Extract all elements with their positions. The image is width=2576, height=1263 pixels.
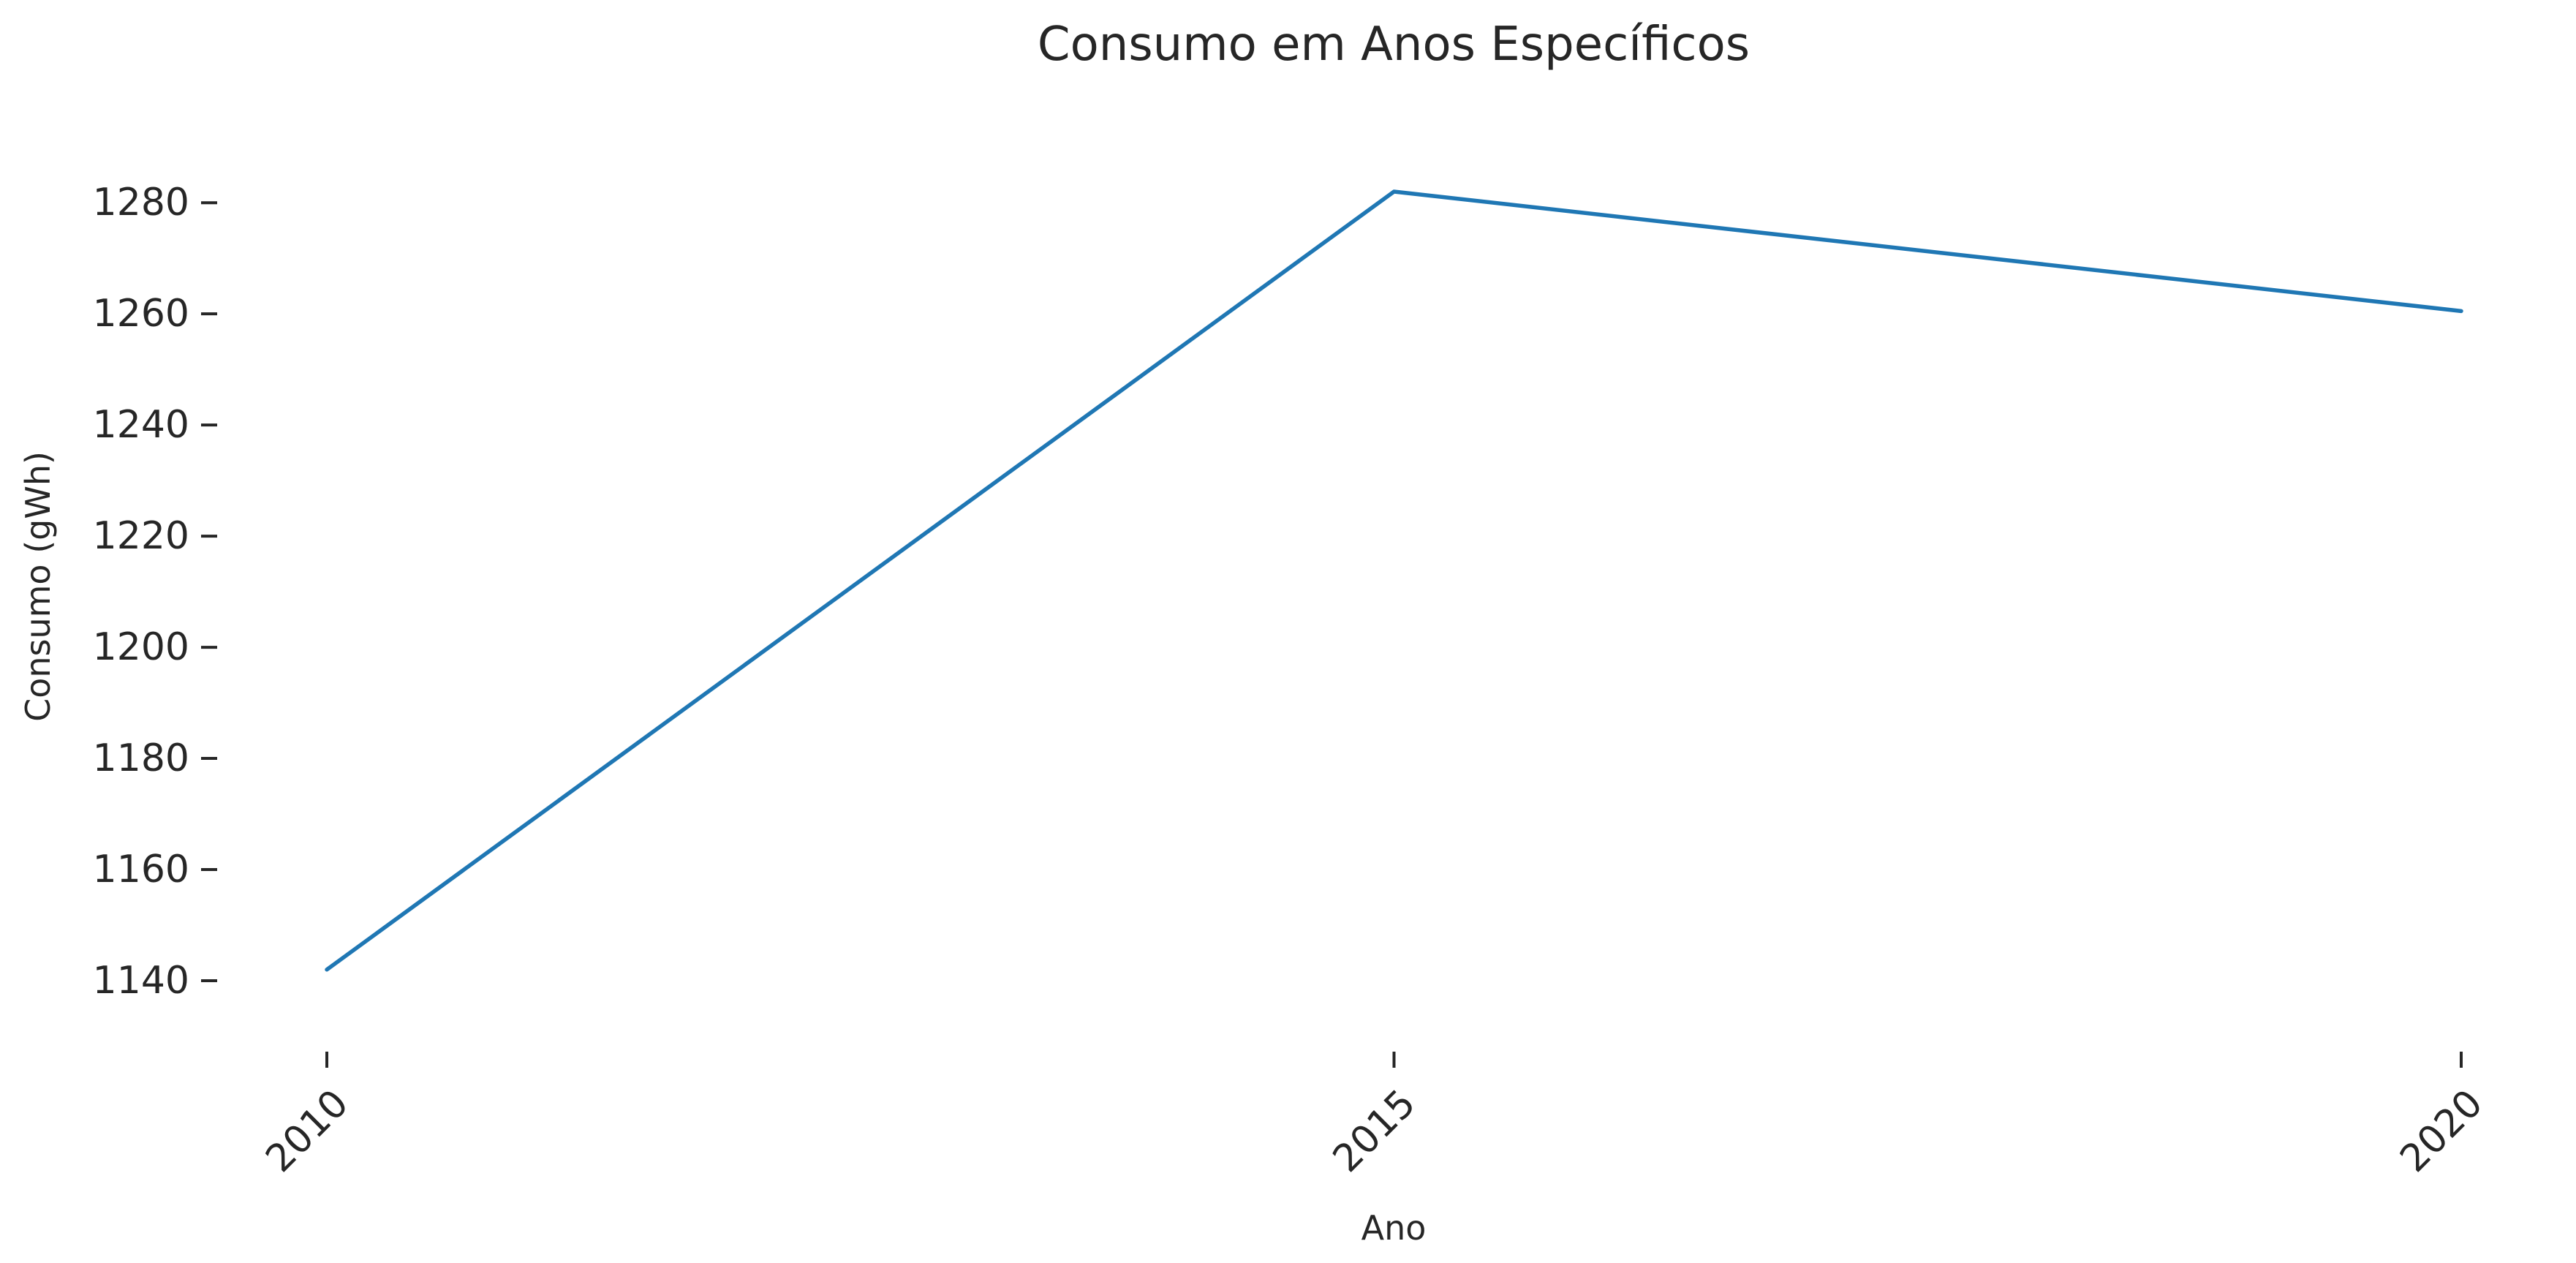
x-tick-label: 2020 bbox=[2392, 1082, 2491, 1181]
y-tick-label: 1240 bbox=[93, 403, 189, 447]
y-tick-label: 1180 bbox=[93, 736, 189, 780]
y-axis: 1140 1160 1180 1200 1220 1240 1260 1280 bbox=[93, 181, 217, 1003]
y-tick-label: 1280 bbox=[93, 181, 189, 225]
y-tick-label: 1220 bbox=[93, 514, 189, 558]
x-tick-label: 2015 bbox=[1325, 1082, 1424, 1181]
x-tick-label: 2010 bbox=[257, 1082, 357, 1181]
y-tick-label: 1140 bbox=[93, 959, 189, 1003]
x-axis-label: Ano bbox=[1361, 1208, 1427, 1248]
y-tick-label: 1160 bbox=[93, 848, 189, 891]
y-tick-label: 1260 bbox=[93, 292, 189, 336]
x-axis: 2010 2015 2020 bbox=[257, 1052, 2491, 1181]
plot-area bbox=[325, 189, 2463, 972]
series-line-0 bbox=[325, 189, 2463, 972]
y-tick-label: 1200 bbox=[93, 625, 189, 669]
chart-title: Consumo em Anos Específicos bbox=[1038, 18, 1750, 72]
y-axis-label: Consumo (gWh) bbox=[18, 451, 58, 722]
